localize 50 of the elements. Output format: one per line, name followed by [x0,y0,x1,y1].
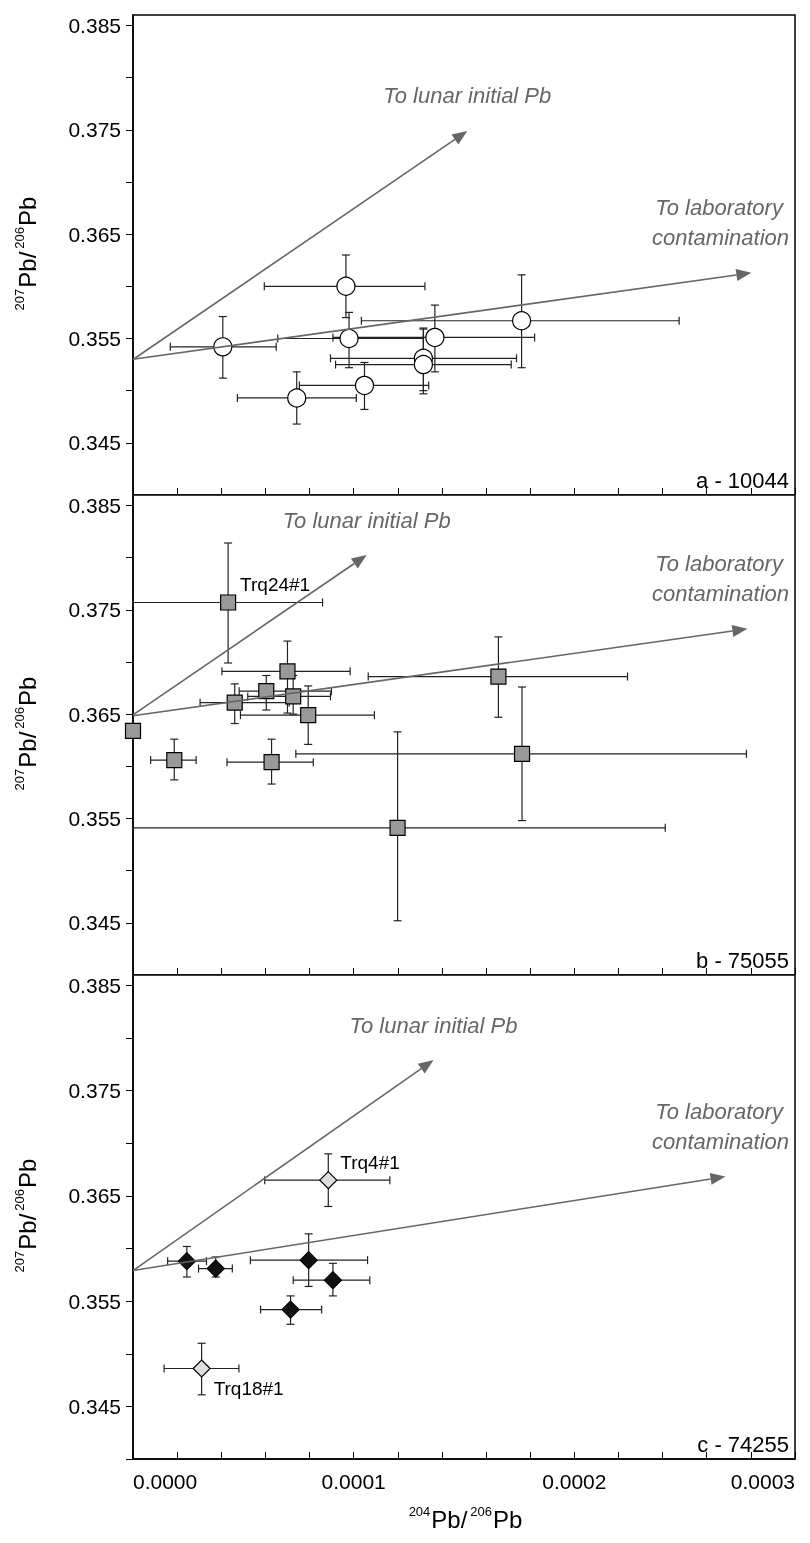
point [336,276,356,296]
y-tick-label: 0.375 [68,598,121,622]
annotation: a - 10044 [696,467,789,493]
point [279,663,296,680]
y-tick-label: 0.365 [68,702,121,726]
y-tick-label: 0.355 [68,326,121,350]
annotation: Trq4#1 [340,1152,400,1174]
point [389,819,406,836]
y-tick-label: 0.375 [68,1079,121,1103]
y-axis-title: 207Pb/206Pb [12,1158,41,1273]
y-tick-label: 0.345 [68,431,121,455]
point [413,354,433,375]
y-tick-label: 0.345 [68,1394,121,1418]
y-tick-label: 0.385 [68,493,121,517]
y-tick-label: 0.385 [68,13,121,37]
x-tick-label: 0.0000 [133,1470,198,1493]
point [220,594,237,611]
y-tick-label: 0.345 [68,911,121,935]
point [287,388,307,408]
x-tick-label: 0.0002 [542,1470,607,1493]
annotation: To laboratory contamination [652,550,789,606]
y-tick-label: 0.375 [68,118,121,142]
point [166,751,183,769]
x-tick-label: 0.0003 [730,1470,795,1493]
point [124,722,142,739]
x-tick-label: 0.0001 [321,1470,386,1493]
point [263,754,280,771]
annotation: To lunar initial Pb [349,1012,518,1038]
y-tick-label: 0.355 [68,806,121,830]
y-axis-title: 207Pb/206Pb [12,676,41,791]
annotation: To lunar initial Pb [282,507,451,533]
y-tick-label: 0.365 [68,222,121,246]
point [339,328,359,349]
annotation: Trq24#1 [240,574,311,596]
point [300,707,317,724]
point [490,668,507,685]
point [425,327,445,348]
annotation: To laboratory contamination [652,195,789,251]
annotation: Trq18#1 [213,1377,284,1399]
annotation: To laboratory contamination [652,1099,789,1155]
y-tick-label: 0.355 [68,1289,121,1313]
point [512,311,532,331]
annotation: c - 74255 [697,1431,789,1457]
point [513,745,531,762]
y-axis-title: 207Pb/206Pb [12,196,41,311]
annotation: To lunar initial Pb [383,83,552,109]
y-tick-label: 0.365 [68,1184,121,1208]
annotation: b - 75055 [696,947,789,973]
y-tick-label: 0.385 [68,974,121,998]
point [354,375,375,396]
